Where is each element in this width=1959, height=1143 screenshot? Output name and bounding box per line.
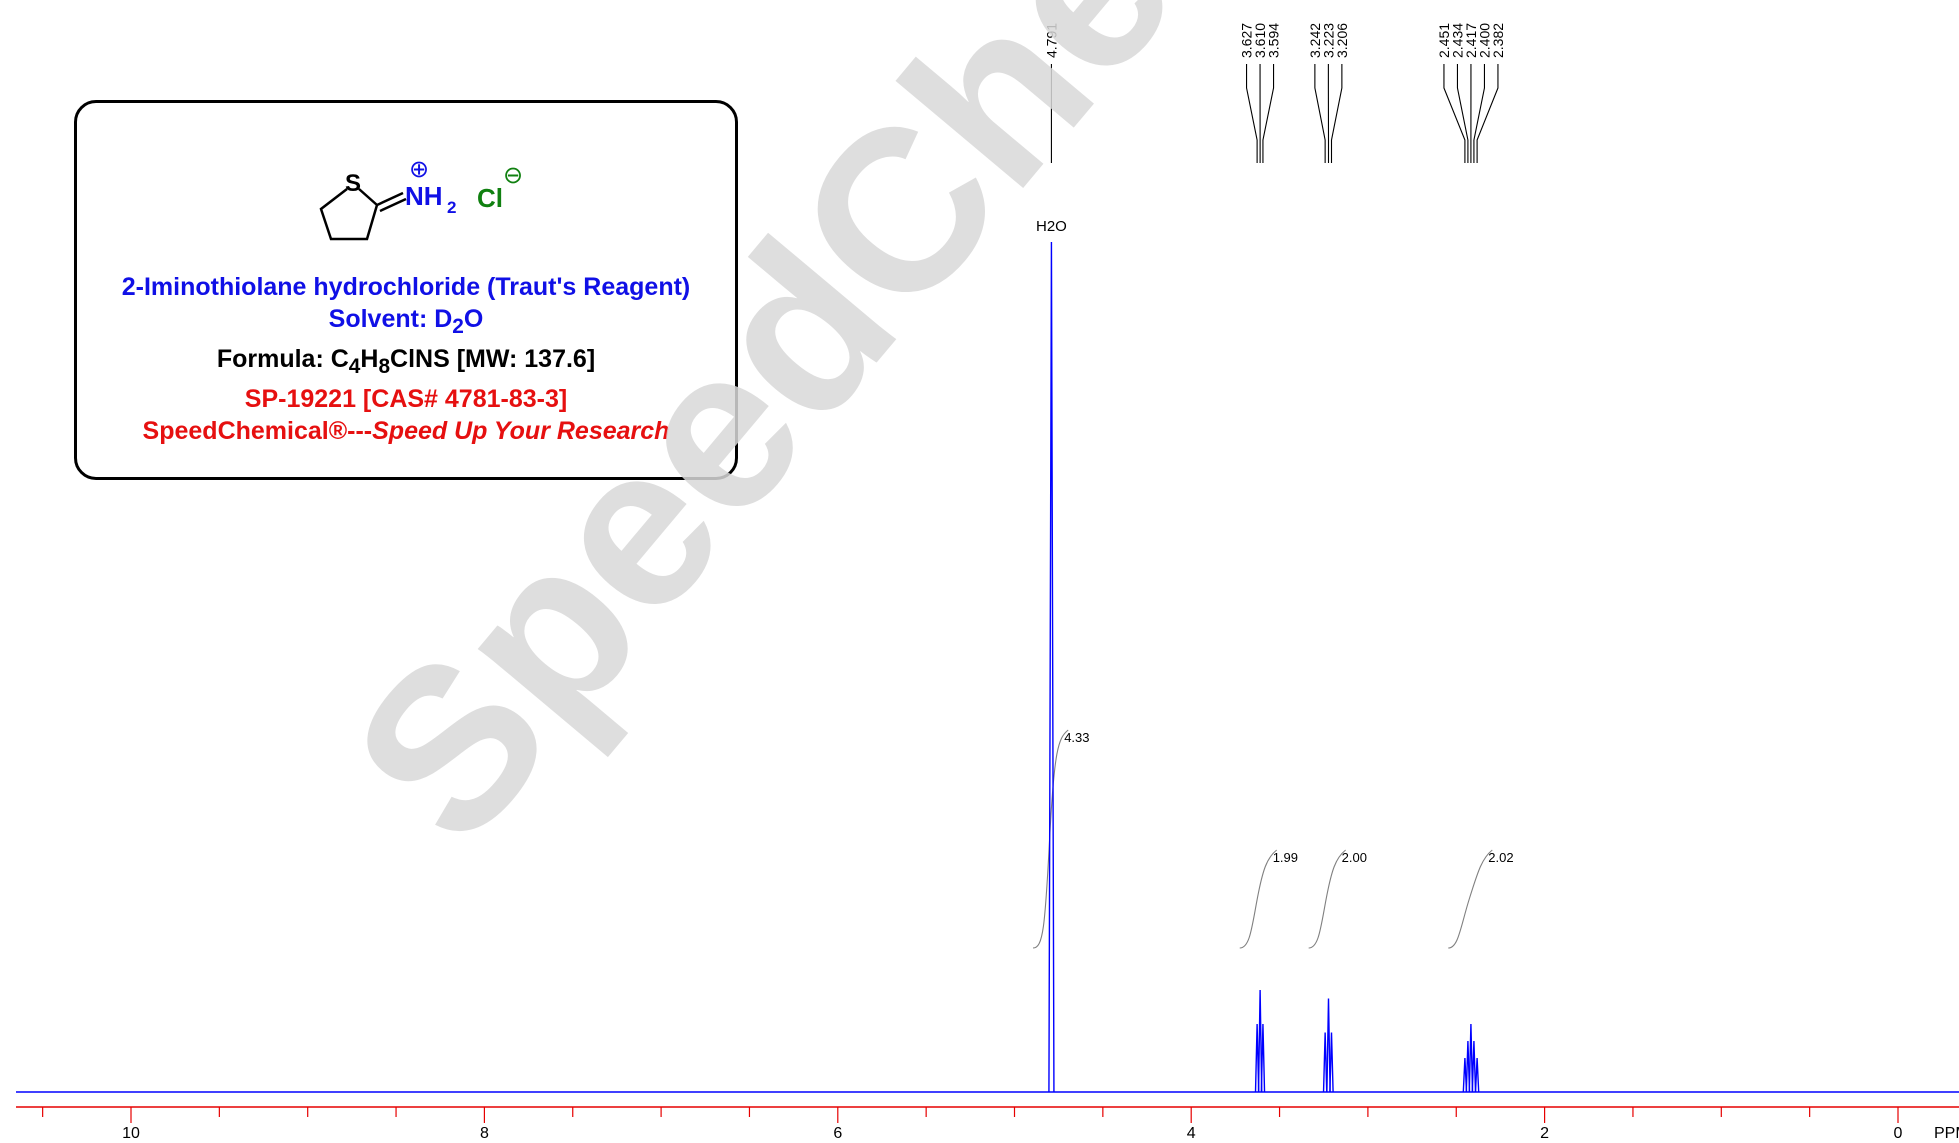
brand-tagline: Speed Up Your Research — [372, 417, 670, 445]
spectrum-peak — [1260, 1023, 1266, 1093]
sulfur-atom: S — [345, 170, 361, 197]
integral-curve — [1239, 849, 1278, 949]
peak-leader-line — [1456, 64, 1469, 163]
tick-label: 4 — [1187, 1125, 1196, 1142]
ring-bond — [358, 188, 378, 206]
solvent-peak-label: H2O — [1036, 218, 1067, 235]
nh2-subscript: 2 — [447, 198, 456, 217]
spectrum-peak — [1465, 1040, 1471, 1093]
tick-label: 6 — [833, 1125, 842, 1142]
negative-charge-icon: ⊖ — [503, 162, 523, 189]
compound-info-box: S NH 2 ⊕ Cl ⊖ 2-Iminothiolane hydrochlor… — [74, 100, 738, 480]
formula-subscript-c: 4 — [348, 355, 361, 378]
peak-label: 2.434 — [1449, 23, 1465, 58]
brand-name: SpeedChemical®--- — [142, 417, 373, 445]
formula-line: Formula: C4H8ClNS [MW: 137.6] — [77, 343, 735, 383]
positive-charge-icon: ⊕ — [409, 156, 429, 183]
integral-curve — [1032, 729, 1069, 949]
spectrum-peak — [1257, 989, 1263, 1093]
integral-label: 2.02 — [1488, 850, 1513, 865]
imine-double-bond-2 — [379, 197, 407, 213]
nh2-group: NH — [405, 181, 443, 211]
compound-name: 2-Iminothiolane hydrochloride (Traut's R… — [121, 273, 691, 301]
peak-label: 4.791 — [1043, 23, 1059, 58]
imine-double-bond — [376, 191, 404, 207]
thiolane-ring — [319, 188, 379, 241]
catalog-line: SP-19221 [CAS# 4781-83-3] — [244, 385, 568, 413]
formula-end: ClNS [MW: 137.6] — [390, 345, 596, 373]
integral-curve — [1308, 849, 1346, 949]
integral-curves: 4.33 1.99 2.00 2.02 — [1032, 729, 1514, 949]
solvent-end: O — [463, 305, 484, 333]
spectrum-peak — [1329, 1032, 1334, 1093]
peak-leader-line — [1262, 64, 1275, 163]
formula-h: H — [360, 345, 379, 373]
integral-label: 1.99 — [1273, 850, 1298, 865]
tick-label: 8 — [480, 1125, 489, 1142]
solvent-label: Solvent: D — [328, 305, 453, 333]
peak-leader-line — [1443, 64, 1466, 163]
peak-label: 2.382 — [1490, 23, 1506, 58]
peak-label: 2.417 — [1463, 23, 1479, 58]
x-axis-label: PPM — [1934, 1125, 1959, 1142]
peak-leader-line — [1314, 64, 1326, 163]
peak-label: 3.223 — [1320, 23, 1336, 58]
spectrum-peak — [1471, 1040, 1477, 1093]
peak-leader-line — [1473, 64, 1485, 163]
peak-label: 3.206 — [1334, 23, 1350, 58]
integral-curve — [1448, 849, 1493, 949]
spectrum-peak — [1322, 1032, 1328, 1093]
peak-label: 2.400 — [1476, 23, 1492, 58]
peak-leader-line — [1330, 64, 1343, 163]
peak-label: 2.451 — [1436, 23, 1452, 58]
tick-label: 0 — [1894, 1125, 1903, 1142]
tick-label: 2 — [1540, 1125, 1549, 1142]
peak-leader-line — [1476, 64, 1499, 163]
spectrum-trace — [16, 241, 1959, 1093]
compound-info-lines: 2-Iminothiolane hydrochloride (Traut's R… — [77, 271, 735, 447]
solvent-subscript: 2 — [452, 315, 464, 338]
formula-label: Formula: C — [216, 345, 349, 373]
spectrum-peak — [1048, 241, 1055, 1093]
brand-line: SpeedChemical®---Speed Up Your Research — [77, 415, 735, 447]
integral-label: 4.33 — [1064, 730, 1089, 745]
chemical-structure: S NH 2 ⊕ Cl ⊖ — [319, 156, 523, 241]
spectrum-peak — [1468, 1023, 1474, 1093]
formula-subscript-h: 8 — [378, 355, 391, 378]
tick-label: 10 — [122, 1125, 140, 1142]
chloride-ion: Cl — [477, 183, 503, 213]
peak-label: 3.627 — [1239, 23, 1255, 58]
peak-label: 3.610 — [1252, 23, 1268, 58]
spectrum-peak — [1326, 998, 1331, 1093]
peak-label: 3.242 — [1307, 23, 1323, 58]
solvent-line: Solvent: D2O — [77, 303, 735, 343]
spectrum-peak — [1474, 1057, 1480, 1093]
integral-label: 2.00 — [1342, 850, 1367, 865]
peak-leader-line — [1246, 64, 1258, 163]
peak-label: 3.594 — [1266, 23, 1282, 58]
ppm-axis: 10 8 6 4 2 0 PPM — [16, 1106, 1959, 1142]
